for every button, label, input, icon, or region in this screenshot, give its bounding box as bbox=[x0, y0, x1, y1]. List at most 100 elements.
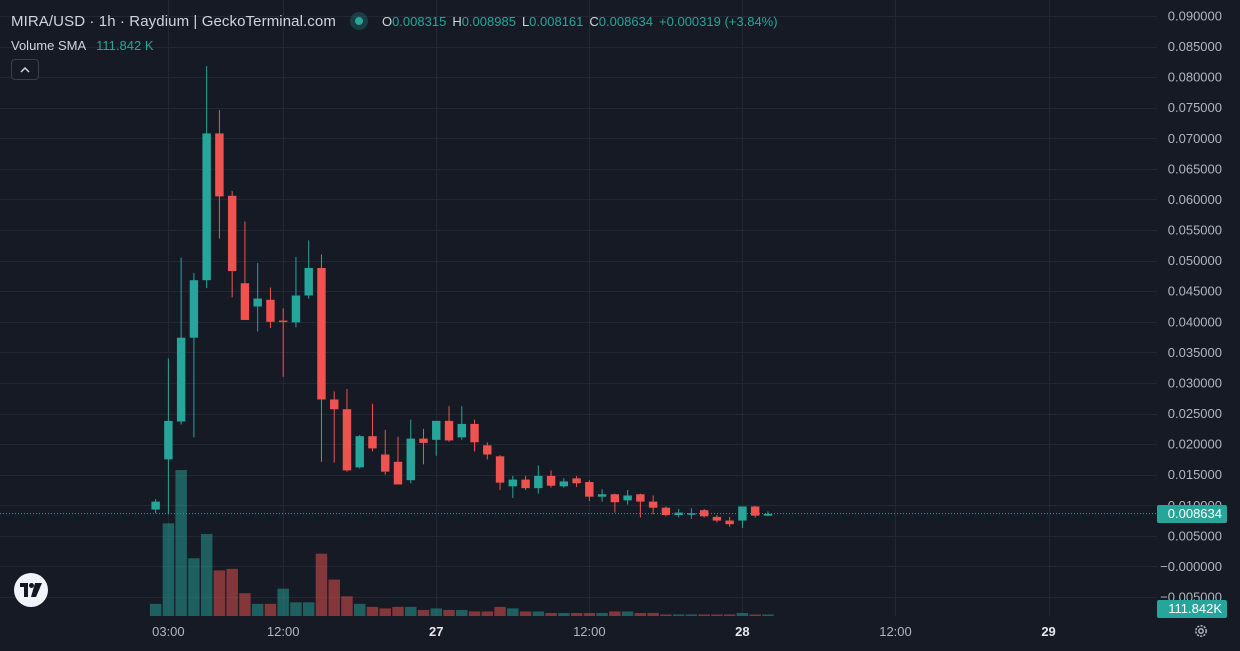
collapse-legend-button[interactable] bbox=[11, 59, 39, 80]
candle-body bbox=[202, 133, 211, 281]
candle-body bbox=[546, 475, 556, 486]
candle-body bbox=[189, 280, 199, 338]
candle-body bbox=[738, 506, 747, 521]
low-label: L bbox=[521, 13, 530, 29]
chart-settings-button[interactable] bbox=[1190, 620, 1212, 642]
candle-body bbox=[342, 409, 352, 471]
volume-bar bbox=[711, 614, 723, 616]
candle-body bbox=[355, 436, 364, 468]
candle-body bbox=[291, 295, 301, 323]
candle-body bbox=[636, 494, 645, 502]
candle-body bbox=[470, 423, 479, 443]
candle-body bbox=[699, 510, 709, 517]
change-value: +0.000319 (+3.84%) bbox=[659, 13, 778, 29]
chevron-up-icon bbox=[20, 66, 30, 73]
candle-body bbox=[240, 283, 250, 320]
volume-bar bbox=[749, 614, 761, 616]
volume-bar bbox=[545, 612, 557, 616]
last-volume-label: 111.842K bbox=[1157, 600, 1227, 618]
x-tick-label: 28 bbox=[735, 624, 749, 639]
volume-bar bbox=[468, 611, 481, 616]
x-tick-label: 27 bbox=[429, 624, 443, 639]
volume-bar bbox=[762, 614, 774, 616]
volume-bar bbox=[405, 606, 417, 616]
ohlc-values: O 0.008315 H 0.008985 L 0.008161 C 0.008634 … bbox=[382, 14, 778, 29]
candle-body bbox=[432, 420, 441, 440]
volume-bar bbox=[341, 596, 353, 616]
high-label: H bbox=[452, 13, 462, 29]
volume-bar bbox=[647, 612, 659, 616]
y-tick-label: 0.005000 bbox=[1168, 528, 1222, 543]
y-tick-label: 0.065000 bbox=[1168, 161, 1222, 176]
volume-bar bbox=[570, 612, 583, 616]
y-tick-label: 0.070000 bbox=[1168, 131, 1222, 146]
volume-bar bbox=[200, 533, 213, 616]
high-value: 0.008985 bbox=[461, 13, 516, 29]
volume-bar bbox=[698, 614, 710, 616]
volume-bar bbox=[672, 614, 685, 616]
candle-body bbox=[521, 479, 530, 489]
candle-body bbox=[393, 461, 403, 485]
volume-bar bbox=[290, 602, 302, 616]
x-tick-label: 03:00 bbox=[152, 624, 185, 639]
candle-body bbox=[381, 454, 390, 472]
volume-bar bbox=[417, 609, 430, 616]
close-label: C bbox=[589, 13, 599, 29]
volume-bar bbox=[264, 603, 277, 616]
candle-body bbox=[444, 420, 454, 441]
y-tick-label: 0.040000 bbox=[1168, 314, 1222, 329]
volume-bar bbox=[353, 603, 366, 616]
candle-body bbox=[227, 195, 237, 272]
candle-body bbox=[266, 299, 275, 322]
candle-body bbox=[763, 513, 773, 516]
close-value: 0.008634 bbox=[598, 13, 654, 29]
candle-body bbox=[419, 438, 428, 443]
candle-body bbox=[661, 507, 671, 516]
y-tick-label: 0.090000 bbox=[1168, 9, 1222, 24]
candle-body bbox=[648, 501, 658, 508]
low-value: 0.008161 bbox=[529, 13, 584, 29]
volume-bar bbox=[583, 612, 596, 616]
y-tick-label: 0.015000 bbox=[1168, 467, 1222, 482]
candle-body bbox=[725, 520, 734, 525]
candle-body bbox=[151, 501, 160, 510]
volume-bar bbox=[596, 612, 608, 616]
candle-body bbox=[176, 337, 186, 422]
candle-body bbox=[750, 506, 760, 516]
volume-bar bbox=[456, 609, 468, 616]
open-value: 0.008315 bbox=[392, 13, 447, 29]
volume-bar bbox=[481, 611, 494, 616]
candle-body bbox=[164, 420, 173, 460]
volume-bar bbox=[621, 611, 634, 616]
chart-legend: MIRA/USD · 1h · Raydium | GeckoTerminal.… bbox=[11, 12, 778, 30]
volume-bar bbox=[379, 608, 391, 616]
volume-bar bbox=[213, 570, 226, 616]
tradingview-logo-icon[interactable] bbox=[14, 573, 48, 607]
x-tick-label: 29 bbox=[1041, 624, 1055, 639]
volume-bar bbox=[736, 612, 749, 616]
candle-body bbox=[687, 513, 696, 515]
volume-bar bbox=[634, 612, 647, 616]
candle-body bbox=[317, 267, 326, 400]
candle-body bbox=[559, 481, 569, 487]
volume-bar bbox=[443, 609, 455, 616]
x-tick-label: 12:00 bbox=[267, 624, 300, 639]
y-tick-label: 0.030000 bbox=[1168, 375, 1222, 390]
candle-body bbox=[330, 399, 339, 410]
candle-body bbox=[572, 478, 581, 484]
volume-bar bbox=[188, 558, 200, 616]
volume-bar bbox=[494, 606, 506, 616]
candle-body bbox=[457, 423, 466, 438]
volume-bar bbox=[558, 612, 570, 616]
volume-bar bbox=[239, 593, 251, 616]
volume-bar bbox=[660, 614, 672, 616]
candle-body bbox=[712, 516, 722, 521]
volume-bar bbox=[315, 553, 328, 616]
volume-bar bbox=[226, 568, 238, 616]
y-tick-label: 0.060000 bbox=[1168, 192, 1222, 207]
candle-body bbox=[585, 482, 594, 497]
candle-body bbox=[597, 494, 607, 497]
last-price-label: 0.008634 bbox=[1157, 504, 1227, 523]
